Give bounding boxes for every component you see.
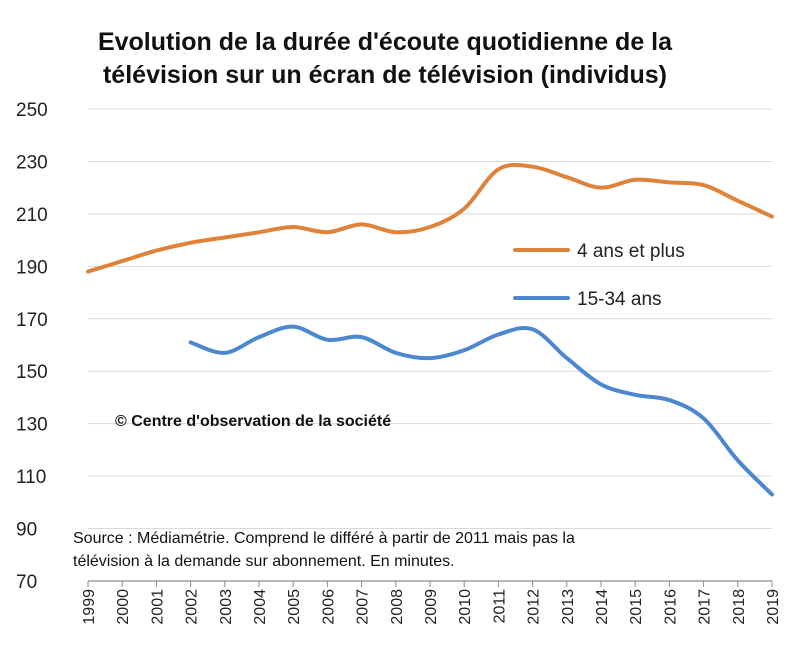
x-tick-label: 2006 [320, 589, 337, 625]
chart-title: Evolution de la durée d'écoute quotidien… [98, 28, 673, 89]
source-note-line-2: télévision à la demande sur abonnement. … [73, 553, 455, 570]
legend-label-4-ans-et-plus: 4 ans et plus [577, 241, 685, 262]
y-tick-labels: 70 90 110 130 150 170 190 210 230 250 [16, 100, 48, 593]
x-tick-label: 2005 [286, 589, 303, 625]
x-tick-label: 1999 [81, 589, 98, 625]
source-note-line-1: Source : Médiamétrie. Comprend le différ… [73, 530, 575, 547]
y-tick-label: 170 [16, 310, 48, 331]
y-tick-label: 150 [16, 362, 48, 383]
source-note: Source : Médiamétrie. Comprend le différ… [73, 530, 575, 570]
y-tick-label: 210 [16, 205, 48, 226]
legend: 4 ans et plus 15-34 ans [513, 241, 685, 310]
x-tick-label: 2016 [662, 589, 679, 625]
x-tick-label: 2008 [389, 589, 406, 625]
x-tick-label: 2009 [423, 589, 440, 625]
x-tick-label: 2004 [252, 589, 269, 625]
gridlines [88, 108, 772, 530]
x-tick-label: 2018 [731, 589, 748, 625]
x-tick-label: 2019 [765, 589, 782, 625]
y-tick-label: 250 [16, 100, 48, 121]
x-tick-label: 2000 [115, 589, 132, 625]
x-tick-label: 2003 [218, 589, 235, 625]
y-tick-label: 90 [16, 520, 37, 541]
y-tick-label: 190 [16, 257, 48, 278]
x-tick-label: 2007 [355, 589, 372, 625]
y-tick-label: 230 [16, 152, 48, 173]
y-tick-label: 70 [16, 572, 37, 593]
series-line-4-ans-et-plus [86, 162, 774, 274]
y-tick-label: 130 [16, 415, 48, 436]
x-tick-label: 2002 [184, 589, 201, 625]
x-tick-labels: 1999 2000 2001 2002 2003 2004 2005 2006 2007 2008… [81, 581, 782, 625]
x-tick-label: 2001 [149, 589, 166, 625]
x-tick-label: 2012 [526, 589, 543, 625]
x-tick-label: 2010 [457, 589, 474, 625]
x-tick-label: 2014 [594, 589, 611, 625]
y-tick-label: 110 [16, 467, 46, 488]
x-tick-label: 2011 [491, 589, 508, 624]
x-tick-label: 2017 [697, 589, 714, 625]
x-tick-label: 2015 [628, 589, 645, 625]
legend-label-15-34-ans: 15-34 ans [577, 289, 662, 310]
chart-title-line-1: Evolution de la durée d'écoute quotidien… [98, 28, 673, 56]
series-line-15-34-ans [188, 324, 774, 497]
x-tick-label: 2013 [560, 589, 577, 625]
chart-title-line-2: télévision sur un écran de télévision (i… [103, 61, 667, 89]
copyright-annotation: © Centre d'observation de la société [115, 413, 391, 430]
series-lines [86, 162, 774, 497]
